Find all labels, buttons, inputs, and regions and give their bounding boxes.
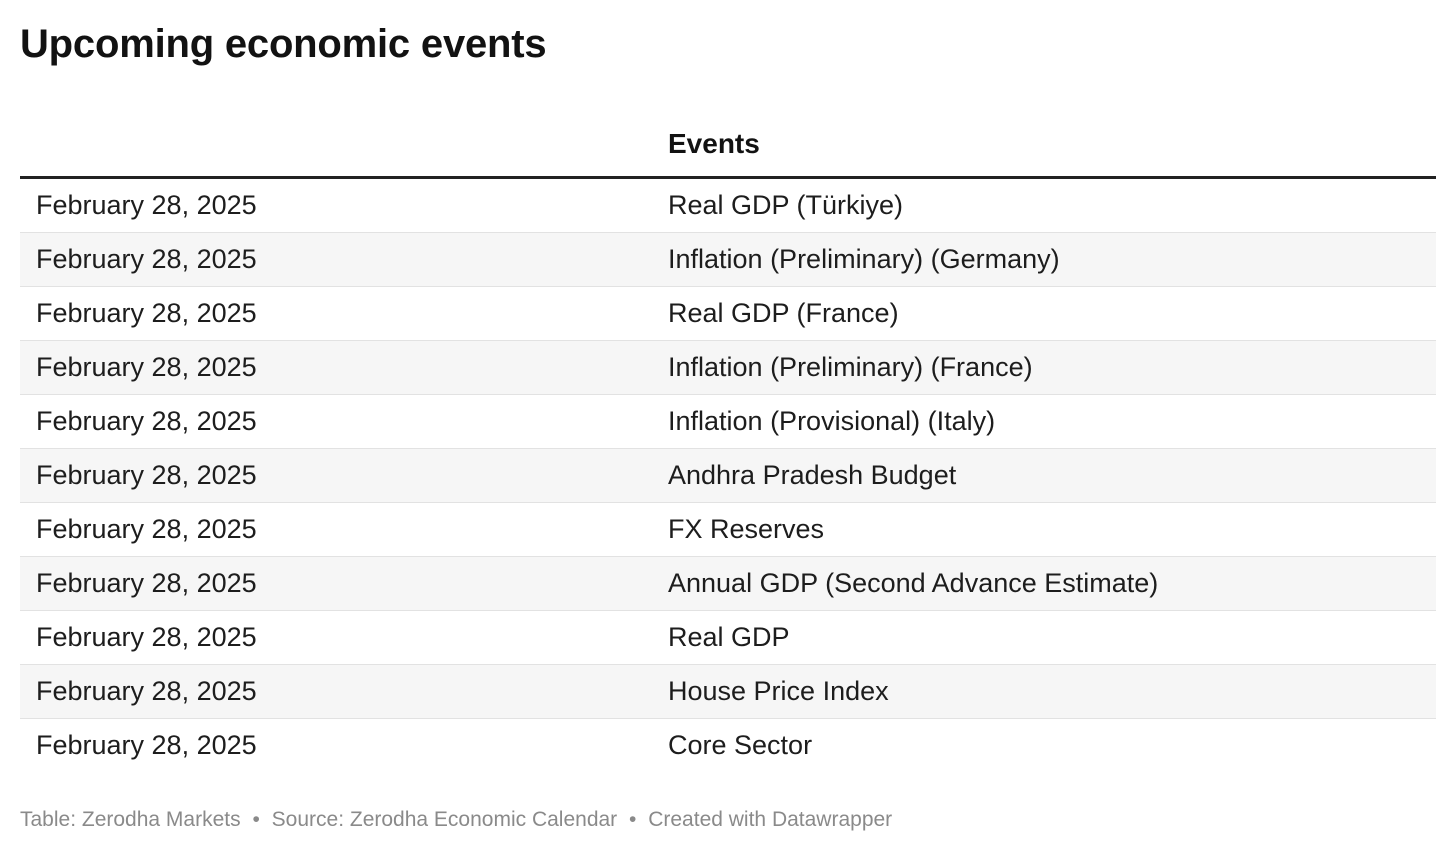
date-cell: February 28, 2025: [20, 664, 668, 719]
event-cell: Inflation (Provisional) (Italy): [668, 394, 1436, 449]
date-cell: February 28, 2025: [20, 340, 668, 395]
event-cell: Annual GDP (Second Advance Estimate): [668, 556, 1436, 611]
event-cell: House Price Index: [668, 664, 1436, 719]
table-header-row: Events: [20, 112, 1436, 179]
table-row: February 28, 2025 Real GDP: [20, 610, 1436, 665]
event-cell: Real GDP: [668, 610, 1436, 665]
table-row: February 28, 2025 Core Sector: [20, 719, 1436, 773]
created-with-credit: Created with Datawrapper: [648, 808, 893, 831]
date-cell: February 28, 2025: [20, 177, 668, 233]
table-credit: Table: Zerodha Markets: [20, 808, 241, 831]
event-cell: Andhra Pradesh Budget: [668, 448, 1436, 503]
table-footer: Table: Zerodha Markets • Source: Zerodha…: [20, 806, 892, 834]
table-row: February 28, 2025 Annual GDP (Second Adv…: [20, 556, 1436, 611]
table-row: February 28, 2025 Inflation (Provisional…: [20, 394, 1436, 449]
date-cell: February 28, 2025: [20, 610, 668, 665]
table-row: February 28, 2025 Real GDP (France): [20, 286, 1436, 341]
events-table: Events February 28, 2025 Real GDP (Türki…: [20, 112, 1436, 772]
event-cell: FX Reserves: [668, 502, 1436, 557]
event-cell: Core Sector: [668, 730, 813, 760]
footer-separator: •: [252, 808, 260, 831]
event-cell: Real GDP (France): [668, 286, 1436, 341]
date-cell: February 28, 2025: [20, 286, 668, 341]
column-header-events: Events: [668, 112, 1436, 179]
date-cell: February 28, 2025: [20, 556, 668, 611]
date-cell: February 28, 2025: [36, 730, 257, 760]
date-cell: February 28, 2025: [20, 448, 668, 503]
table-row: February 28, 2025 Inflation (Preliminary…: [20, 340, 1436, 395]
source-credit: Source: Zerodha Economic Calendar: [271, 808, 618, 831]
event-cell: Real GDP (Türkiye): [668, 177, 1436, 233]
table-row: February 28, 2025 FX Reserves: [20, 502, 1436, 557]
table-row: February 28, 2025 House Price Index: [20, 664, 1436, 719]
table-title: Upcoming economic events: [20, 22, 547, 66]
table-row: February 28, 2025 Andhra Pradesh Budget: [20, 448, 1436, 503]
date-cell: February 28, 2025: [20, 232, 668, 287]
date-cell: February 28, 2025: [20, 502, 668, 557]
event-cell: Inflation (Preliminary) (France): [668, 340, 1436, 395]
footer-separator: •: [629, 808, 637, 831]
date-cell: February 28, 2025: [20, 394, 668, 449]
table-row: February 28, 2025 Inflation (Preliminary…: [20, 232, 1436, 287]
column-header-date: [20, 112, 668, 179]
table-row: February 28, 2025 Real GDP (Türkiye): [20, 177, 1436, 233]
event-cell: Inflation (Preliminary) (Germany): [668, 232, 1436, 287]
